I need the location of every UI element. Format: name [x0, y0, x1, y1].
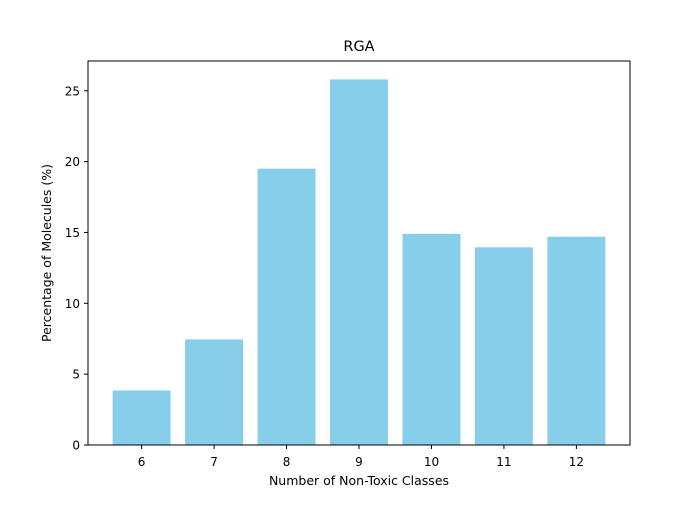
y-tick-label-15: 15	[65, 226, 80, 240]
x-tick-label-11: 11	[496, 455, 511, 469]
bar-12	[547, 236, 606, 445]
plot-frame	[87, 60, 631, 446]
x-axis: 6 7 8 9 10 11 12	[138, 445, 584, 469]
bar-9	[330, 79, 388, 446]
x-tick-label-10: 10	[424, 455, 439, 469]
y-axis-label: Percentage of Molecules (%)	[39, 164, 54, 342]
x-tick-label-9: 9	[355, 455, 363, 469]
bar-11	[474, 247, 533, 445]
bar-10	[402, 233, 461, 445]
x-tick-label-7: 7	[210, 455, 218, 469]
bars-group	[112, 79, 606, 446]
x-tick-label-6: 6	[138, 455, 146, 469]
y-tick-label-10: 10	[65, 297, 80, 311]
y-tick-label-5: 5	[72, 368, 80, 382]
x-tick-label-12: 12	[569, 455, 584, 469]
bar-8	[257, 168, 316, 445]
chart-title: RGA	[343, 39, 374, 55]
y-tick-label-20: 20	[65, 155, 80, 169]
y-axis: 0 5 10 15 20 25	[65, 84, 88, 453]
y-tick-label-25: 25	[65, 84, 80, 98]
bar-6	[112, 390, 171, 445]
bar-7	[185, 339, 244, 445]
x-tick-label-8: 8	[283, 455, 291, 469]
x-axis-label: Number of Non-Toxic Classes	[269, 473, 449, 488]
y-tick-label-0: 0	[72, 439, 80, 453]
